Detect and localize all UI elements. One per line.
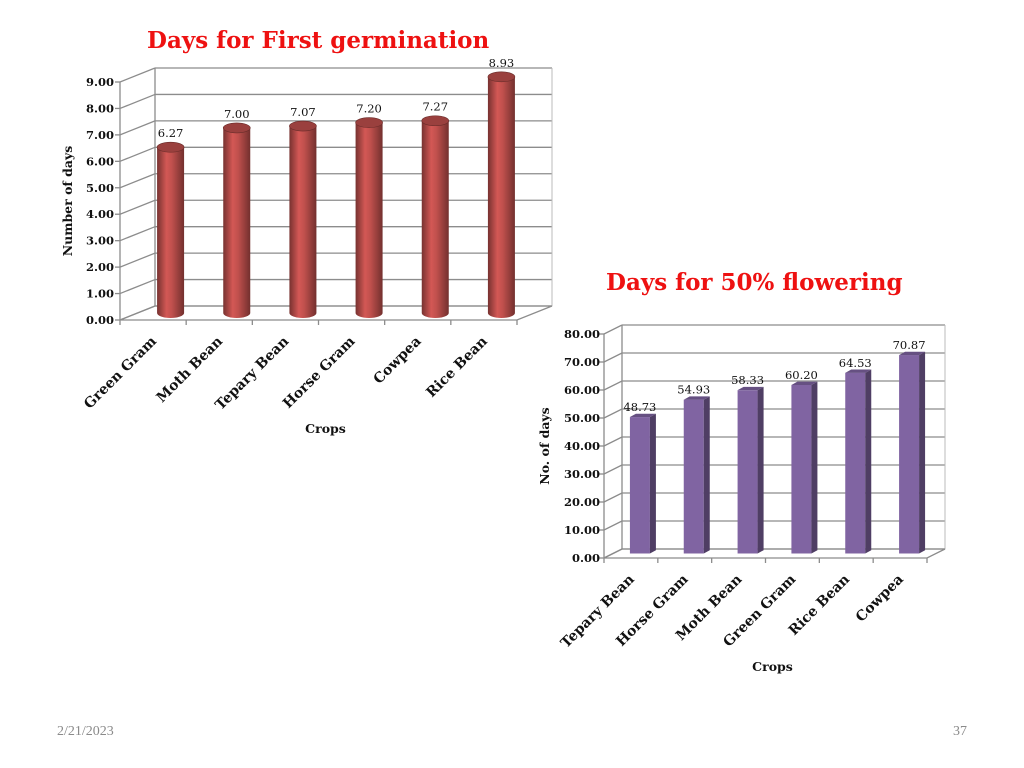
data-label: 6.27	[158, 126, 184, 140]
y-tick-label: 9.00	[86, 75, 114, 89]
bar	[157, 147, 185, 318]
y-tick-label: 30.00	[564, 467, 600, 481]
gridline-depth	[603, 436, 623, 447]
y-tick-label: 80.00	[564, 327, 600, 341]
gridline-depth	[119, 67, 156, 83]
y-tick-label: 7.00	[86, 128, 114, 142]
bar	[355, 122, 383, 318]
data-label: 48.73	[623, 400, 656, 414]
bar-side	[649, 413, 656, 554]
y-tick-label: 60.00	[564, 383, 600, 397]
bar-side	[919, 351, 926, 554]
bar-top	[289, 120, 317, 132]
x-axis-title: Crops	[305, 421, 346, 436]
data-label: 8.93	[489, 56, 515, 70]
y-tick-label: 0.00	[86, 313, 114, 327]
y-tick-label: 50.00	[564, 411, 600, 425]
bar-top	[845, 369, 872, 373]
data-label: 7.27	[422, 100, 448, 114]
y-axis-title: Number of days	[60, 146, 75, 257]
data-label: 58.33	[731, 373, 764, 387]
gridline-depth	[119, 173, 156, 189]
gridline-depth	[603, 380, 623, 391]
category-label: Cowpea	[853, 572, 907, 626]
x-axis-title: Crops	[752, 659, 793, 674]
bar	[629, 417, 650, 554]
bar-top	[421, 115, 450, 127]
bar-top	[737, 386, 764, 391]
bar-side	[811, 381, 818, 554]
y-tick-label: 5.00	[86, 181, 114, 195]
data-label: 7.00	[224, 107, 250, 121]
bar-top	[156, 141, 185, 153]
gridline-depth	[603, 464, 623, 475]
data-label: 64.53	[839, 356, 872, 370]
y-tick-label: 40.00	[564, 439, 600, 453]
chart-floor	[119, 305, 553, 321]
y-tick-label: 10.00	[564, 523, 600, 537]
bar-top	[683, 396, 710, 400]
bar-top	[899, 351, 926, 356]
germination-chart-title: Days for First germination	[147, 27, 490, 54]
data-label: 60.20	[785, 368, 818, 382]
data-label: 7.20	[356, 102, 382, 116]
gridline-depth	[603, 408, 623, 419]
bar-top	[222, 122, 251, 134]
y-tick-label: 3.00	[86, 234, 114, 248]
y-axis-title: No. of days	[537, 407, 552, 484]
category-label: Cowpea	[371, 334, 425, 388]
slide-date: 2/21/2023	[57, 724, 114, 739]
gridline-depth	[119, 278, 156, 295]
gridline-depth	[119, 252, 156, 268]
gridline-depth	[119, 93, 156, 110]
bar	[791, 384, 812, 554]
gridline-depth	[119, 199, 156, 215]
category-label: Green Gram	[81, 333, 160, 412]
bar	[421, 120, 449, 318]
bar	[487, 76, 515, 319]
category-label: Moth Bean	[154, 334, 226, 406]
gridline-depth	[119, 226, 156, 242]
gridline-depth	[603, 492, 623, 503]
gridline-depth	[119, 146, 156, 162]
flowering-chart-title: Days for 50% flowering	[606, 269, 903, 296]
category-label: Rice Bean	[423, 334, 490, 401]
gridline-depth	[603, 324, 623, 335]
data-label: 7.07	[290, 105, 316, 119]
bar-top	[791, 381, 818, 385]
gridline-depth	[603, 352, 623, 363]
bar	[683, 399, 704, 554]
bar-top	[629, 413, 656, 418]
y-tick-label: 20.00	[564, 495, 600, 509]
y-tick-label: 8.00	[86, 101, 114, 115]
bar	[845, 372, 866, 554]
bar-side	[757, 386, 764, 554]
bar-side	[865, 369, 872, 554]
y-tick-label: 6.00	[86, 154, 114, 168]
y-tick-label: 2.00	[86, 260, 114, 274]
y-tick-label: 4.00	[86, 207, 114, 221]
y-tick-label: 0.00	[572, 551, 600, 565]
bar	[289, 126, 317, 318]
y-tick-label: 70.00	[564, 355, 600, 369]
bar-top	[355, 117, 383, 128]
bar	[737, 390, 758, 554]
data-label: 70.87	[893, 338, 926, 352]
bar-side	[703, 396, 710, 554]
slide-page-number: 37	[953, 724, 967, 739]
gridline-depth	[603, 520, 623, 531]
bar-top	[487, 71, 516, 83]
bar	[223, 127, 251, 318]
bar	[899, 355, 920, 554]
y-tick-label: 1.00	[86, 287, 114, 301]
data-label: 54.93	[677, 383, 710, 397]
gridline-depth	[119, 120, 156, 136]
